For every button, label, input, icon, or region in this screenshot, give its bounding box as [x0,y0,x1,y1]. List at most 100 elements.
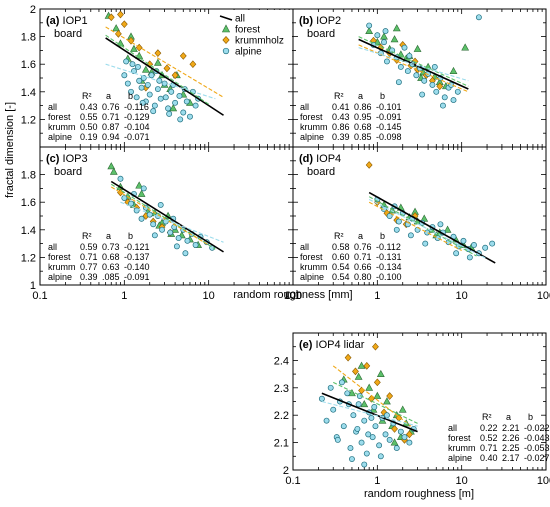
panel-a-subtitle: board [54,28,82,40]
legend-forest-marker [221,24,231,33]
stats-group: alpine [300,132,324,142]
stats-b: -0.027 [524,453,550,463]
panel-label: (b) [299,15,313,27]
stats-r2: 0.77 [80,262,98,272]
panel-a-plot [104,10,224,123]
all-fit-line [321,392,418,433]
krummholz-point [189,60,197,69]
y-tick-label: 2.1 [274,438,289,450]
alpine-point [340,423,347,430]
forest-point [383,397,391,405]
forest-point [449,66,458,74]
alpine-point [381,39,387,46]
panel-label: (e) [299,339,313,351]
krummholz-point [117,10,124,19]
x-tick-label: 1 [374,475,380,487]
forest-point [137,189,146,197]
alpine-point [433,88,440,95]
forest-point [413,44,422,52]
krummholz-fit-line [105,26,224,98]
alpine-point [323,417,330,424]
stats-a: 0.71 [102,112,120,122]
stats-a: 0.68 [354,122,372,132]
stats-b: -0.131 [376,252,402,262]
alpine-point [363,450,370,457]
krummholz-point [373,378,381,387]
alpine-point [374,32,381,39]
forest-point [390,35,399,43]
legend-all-line [219,15,233,21]
alpine-point [180,109,187,116]
alpine-fit-line [105,63,216,100]
alpine-point [361,461,368,468]
x-tick-label: 1 [121,290,127,302]
panel-c-plot [107,162,224,257]
alpine-fit-line [358,47,469,82]
krummholz-point [391,425,398,433]
x-axis-label-lidar: random roughness [m] [364,488,474,500]
alpine-point [140,185,147,192]
alpine-point [361,417,368,424]
panel-c-subtitle: board [54,166,82,178]
stats-r2: 0.50 [80,122,98,132]
x-tick-label: 100 [284,290,302,302]
alpine-point [386,213,393,219]
y-tick-label: 1 [30,280,36,292]
legend-alpine-marker [222,47,230,55]
alpine-point [419,91,426,98]
stats-header-r2: R² [482,412,492,422]
panel-iop: IOP1 [63,15,88,27]
stats-b: -0.145 [376,122,402,132]
all-fit-line [110,180,224,253]
all-fit-line [368,191,496,264]
alpine-point [117,175,124,182]
forest-point [109,167,118,175]
stats-r2: 0.39 [332,132,350,142]
krummholz-point [114,29,122,38]
alpine-point [327,384,334,391]
stats-a: .085 [102,272,120,282]
stats-group: all [448,423,457,433]
y-tick-label: 2.2 [274,410,289,422]
stats-group: krumm [48,122,76,132]
stats-a: 0.85 [354,132,372,142]
y-tick-label: 1.2 [21,114,36,126]
alpine-fit-line [321,400,418,427]
alpine-point [365,431,372,438]
alpine-point [424,229,431,236]
alpine-point [172,99,179,106]
alpine-point [157,202,164,208]
alpine-point [393,226,400,233]
stats-r2: 0.52 [480,433,498,443]
stats-a: 2.25 [502,443,520,453]
krummholz-point [372,342,379,351]
x-tick-label: 10 [456,475,468,487]
forest-fit-line [105,34,209,105]
forest-point [357,361,366,369]
forest-point [169,104,178,112]
alpine-point [395,218,402,225]
alpine-point [344,390,351,397]
forest-point [365,26,374,34]
forest-point [348,389,356,397]
panel-b-plot [358,14,482,109]
alpine-point [358,439,365,446]
stats-b: -0.129 [124,112,150,122]
x-tick-label: 10 [456,290,468,302]
forest-point [398,405,407,413]
stats-header-r2: R² [82,231,92,241]
alpine-point [406,439,413,446]
stats-header-a: a [358,231,363,241]
alpine-point [150,221,157,228]
stats-group: krumm [448,443,476,453]
alpine-point [154,86,161,92]
stats-header-b: b [128,231,133,241]
alpine-point [334,436,341,443]
alpine-point [133,94,140,101]
stats-group: alpine [48,272,72,282]
alpine-point [182,250,189,257]
alpine-point [407,232,414,239]
stats-group: all [300,242,309,252]
